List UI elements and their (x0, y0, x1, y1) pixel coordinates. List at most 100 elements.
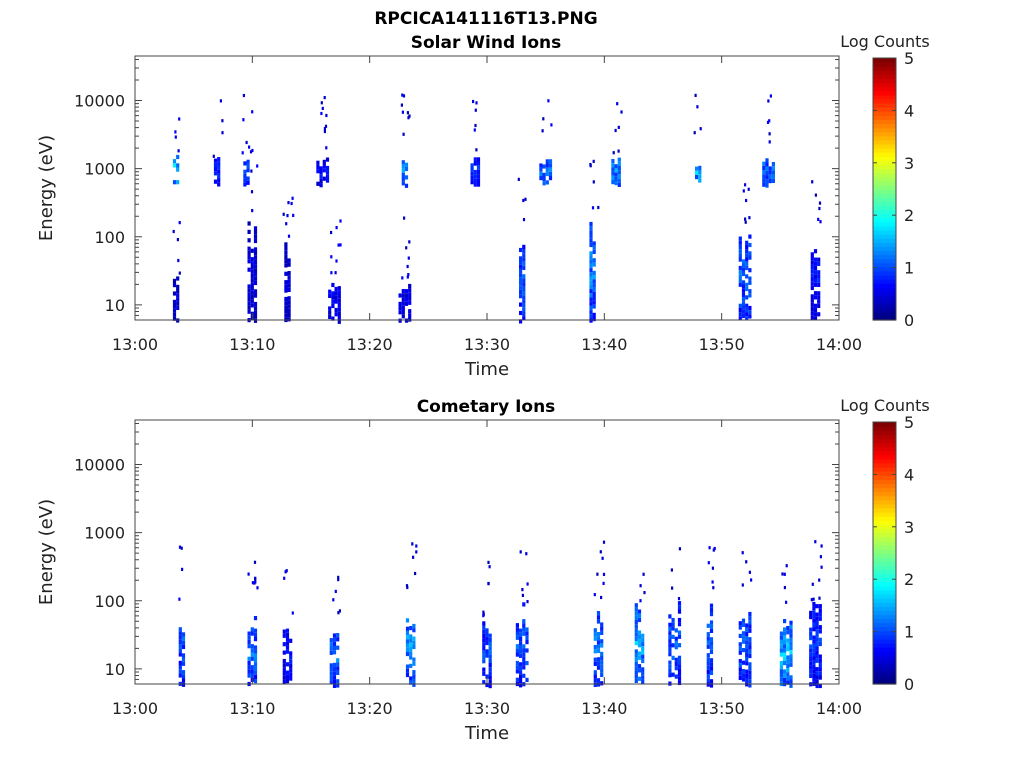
spectrogram-cell (596, 572, 599, 576)
spectrogram-cell (779, 652, 783, 657)
spectrogram-cell (817, 257, 821, 262)
spectrogram-cell (412, 628, 416, 633)
colorbar-segment (873, 573, 896, 579)
spectrogram-cell (779, 660, 783, 666)
spectrogram-cell (600, 639, 604, 644)
spectrogram-cell (748, 683, 752, 688)
spectrogram-cell (412, 678, 416, 683)
spectrogram-cell (409, 676, 413, 681)
spectrogram-cell (217, 161, 221, 166)
spectrogram-cell (289, 651, 293, 656)
spectrogram-cell (548, 159, 553, 164)
spectrogram-cell (589, 238, 593, 243)
spectrogram-cell (519, 637, 523, 642)
colorbar-segment (873, 471, 896, 476)
spectrogram-cell (476, 178, 481, 183)
spectrogram-cell (405, 647, 410, 652)
spectrogram-cell (176, 276, 180, 281)
spectrogram-cell (522, 274, 526, 279)
spectrogram-cell (589, 314, 593, 319)
spectrogram-cell (287, 271, 291, 276)
spectrogram-cell (783, 635, 787, 640)
colorbar-segment (873, 491, 896, 497)
spectrogram-cell (246, 180, 250, 185)
spectrogram-cell (637, 664, 642, 669)
spectrogram-cell (817, 282, 821, 287)
solar-wind-colorbar: 0 1 2 3 4 5 (872, 49, 914, 330)
spectrogram-cell (779, 635, 783, 640)
spectrogram-cell (813, 274, 818, 279)
colorbar-segment (873, 66, 896, 71)
spectrogram-cell (332, 637, 337, 642)
spectrogram-cell (522, 602, 526, 607)
spectrogram-cell (810, 302, 814, 307)
spectrogram-cell (217, 178, 221, 183)
spectrogram-cell (287, 283, 291, 288)
spectrogram-cell (515, 644, 519, 649)
colorbar-frame (872, 57, 897, 321)
spectrogram-cell (550, 123, 553, 127)
spectrogram-cell (250, 282, 254, 287)
y-tick-label: 1000 (84, 524, 125, 543)
colorbar-segment (873, 287, 896, 292)
spectrogram-cell (762, 170, 766, 175)
spectrogram-cell (282, 212, 285, 216)
spectrogram-cell (176, 289, 180, 294)
colorbar-segment (873, 119, 896, 125)
spectrogram-cell (637, 630, 642, 635)
colorbar-segment (873, 438, 896, 444)
colorbar-segment (873, 434, 896, 439)
spectrogram-cell (289, 672, 293, 677)
colorbar-segment (873, 291, 896, 297)
colorbar-segment (873, 536, 896, 542)
spectrogram-cell (592, 270, 596, 275)
colorbar-segment (873, 524, 896, 530)
spectrogram-cell (677, 605, 682, 610)
spectrogram-cell (668, 639, 672, 644)
spectrogram-cell (476, 165, 481, 170)
spectrogram-cell (253, 662, 258, 667)
spectrogram-cell (482, 612, 485, 616)
spectrogram-cell (677, 643, 682, 648)
spectrogram-cell (282, 671, 286, 676)
spectrogram-cell (771, 178, 775, 183)
y-tick-label: 10000 (74, 456, 125, 475)
colorbar-segment (873, 577, 896, 583)
spectrogram-cell (670, 568, 673, 572)
spectrogram-cell (253, 301, 258, 307)
spectrogram-cell (246, 168, 250, 173)
spectrogram-cell (519, 310, 523, 316)
spectrogram-cell (698, 178, 702, 183)
spectrogram-cell (545, 171, 549, 177)
spectrogram-cell (284, 280, 288, 285)
spectrogram-cell (783, 669, 787, 674)
spectrogram-cell (519, 674, 523, 679)
spectrogram-cell (522, 307, 526, 312)
spectrogram-cell (592, 304, 596, 309)
spectrogram-cell (522, 656, 526, 662)
spectrogram-cell (818, 658, 822, 663)
spectrogram-cell (251, 110, 254, 114)
spectrogram-cell (482, 680, 486, 685)
spectrogram-cell (812, 652, 816, 657)
spectrogram-cell (488, 658, 492, 663)
x-tick-label: 13:30 (464, 335, 510, 354)
spectrogram-cell (745, 286, 749, 292)
colorbar-segment (873, 589, 896, 595)
panel-title-cometary: Cometary Ions (417, 397, 556, 417)
colorbar-segment (873, 152, 896, 157)
colorbar-segment (873, 295, 896, 301)
spectrogram-cell (738, 240, 742, 245)
spectrogram-cell (178, 627, 182, 632)
spectrogram-cell (181, 670, 186, 675)
spectrogram-cell (212, 154, 215, 158)
spectrogram-cell (247, 301, 251, 306)
colorbar-segment (873, 426, 896, 431)
spectrogram-cell (247, 259, 251, 264)
spectrogram-cell (695, 166, 699, 171)
spectrogram-cell (470, 175, 474, 181)
colorbar-segment (873, 90, 896, 96)
colorbar-segment (873, 299, 896, 305)
spectrogram-cell (671, 622, 675, 627)
spectrogram-cell (745, 312, 749, 317)
